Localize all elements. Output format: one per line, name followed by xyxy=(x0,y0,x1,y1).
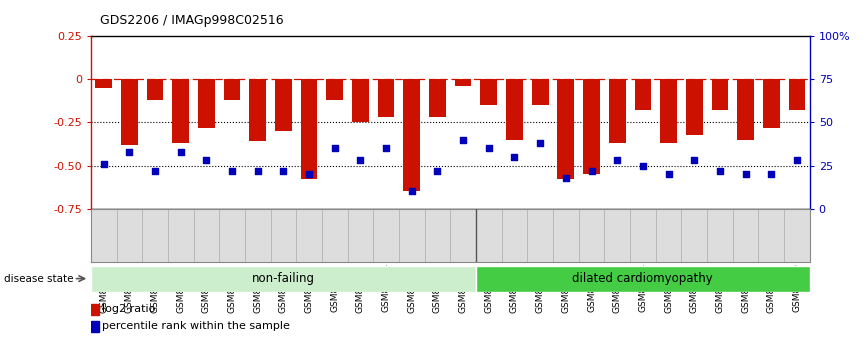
Point xyxy=(636,163,650,168)
Point xyxy=(225,168,239,174)
Point xyxy=(430,168,444,174)
Bar xyxy=(635,79,651,110)
Point xyxy=(662,171,675,177)
Text: log2 ratio: log2 ratio xyxy=(102,304,155,314)
Point xyxy=(559,175,572,180)
Text: dilated cardiomyopathy: dilated cardiomyopathy xyxy=(572,272,714,285)
Point xyxy=(97,161,111,167)
Text: percentile rank within the sample: percentile rank within the sample xyxy=(102,322,289,331)
Bar xyxy=(476,266,810,292)
Bar xyxy=(378,79,395,117)
Text: disease state: disease state xyxy=(4,274,74,284)
Point xyxy=(481,146,495,151)
Text: non-failing: non-failing xyxy=(252,272,315,285)
Bar xyxy=(95,79,112,88)
Point xyxy=(611,158,624,163)
Point xyxy=(739,171,753,177)
Bar xyxy=(481,79,497,105)
Point xyxy=(688,158,701,163)
Point xyxy=(379,146,393,151)
Bar xyxy=(249,79,266,141)
Bar xyxy=(275,79,292,131)
Point xyxy=(507,154,521,160)
Bar xyxy=(455,79,471,86)
Point xyxy=(790,158,804,163)
Point xyxy=(353,158,367,163)
Point xyxy=(174,149,188,155)
Point xyxy=(302,171,316,177)
Point xyxy=(405,189,419,194)
Bar xyxy=(737,79,754,140)
Bar xyxy=(609,79,625,143)
Bar xyxy=(146,79,164,100)
Point xyxy=(765,171,779,177)
Bar xyxy=(660,79,677,143)
Bar xyxy=(686,79,702,135)
Bar xyxy=(172,79,189,143)
Point xyxy=(585,168,598,174)
Bar xyxy=(532,79,548,105)
Bar xyxy=(198,79,215,128)
Bar xyxy=(91,304,99,315)
Bar xyxy=(301,79,318,179)
Point xyxy=(199,158,213,163)
Point xyxy=(122,149,136,155)
Bar xyxy=(712,79,728,110)
Bar xyxy=(558,79,574,179)
Text: GDS2206 / IMAGp998C02516: GDS2206 / IMAGp998C02516 xyxy=(100,14,283,27)
Bar xyxy=(91,321,99,332)
Bar xyxy=(430,79,446,117)
Bar xyxy=(763,79,779,128)
Bar xyxy=(91,266,476,292)
Bar xyxy=(121,79,138,145)
Bar xyxy=(583,79,600,174)
Bar xyxy=(223,79,241,100)
Point xyxy=(276,168,290,174)
Point xyxy=(251,168,265,174)
Bar xyxy=(506,79,523,140)
Bar xyxy=(404,79,420,191)
Point xyxy=(713,168,727,174)
Bar xyxy=(352,79,369,122)
Point xyxy=(456,137,470,142)
Point xyxy=(148,168,162,174)
Point xyxy=(533,140,547,146)
Bar xyxy=(326,79,343,100)
Bar xyxy=(789,79,805,110)
Point xyxy=(328,146,342,151)
